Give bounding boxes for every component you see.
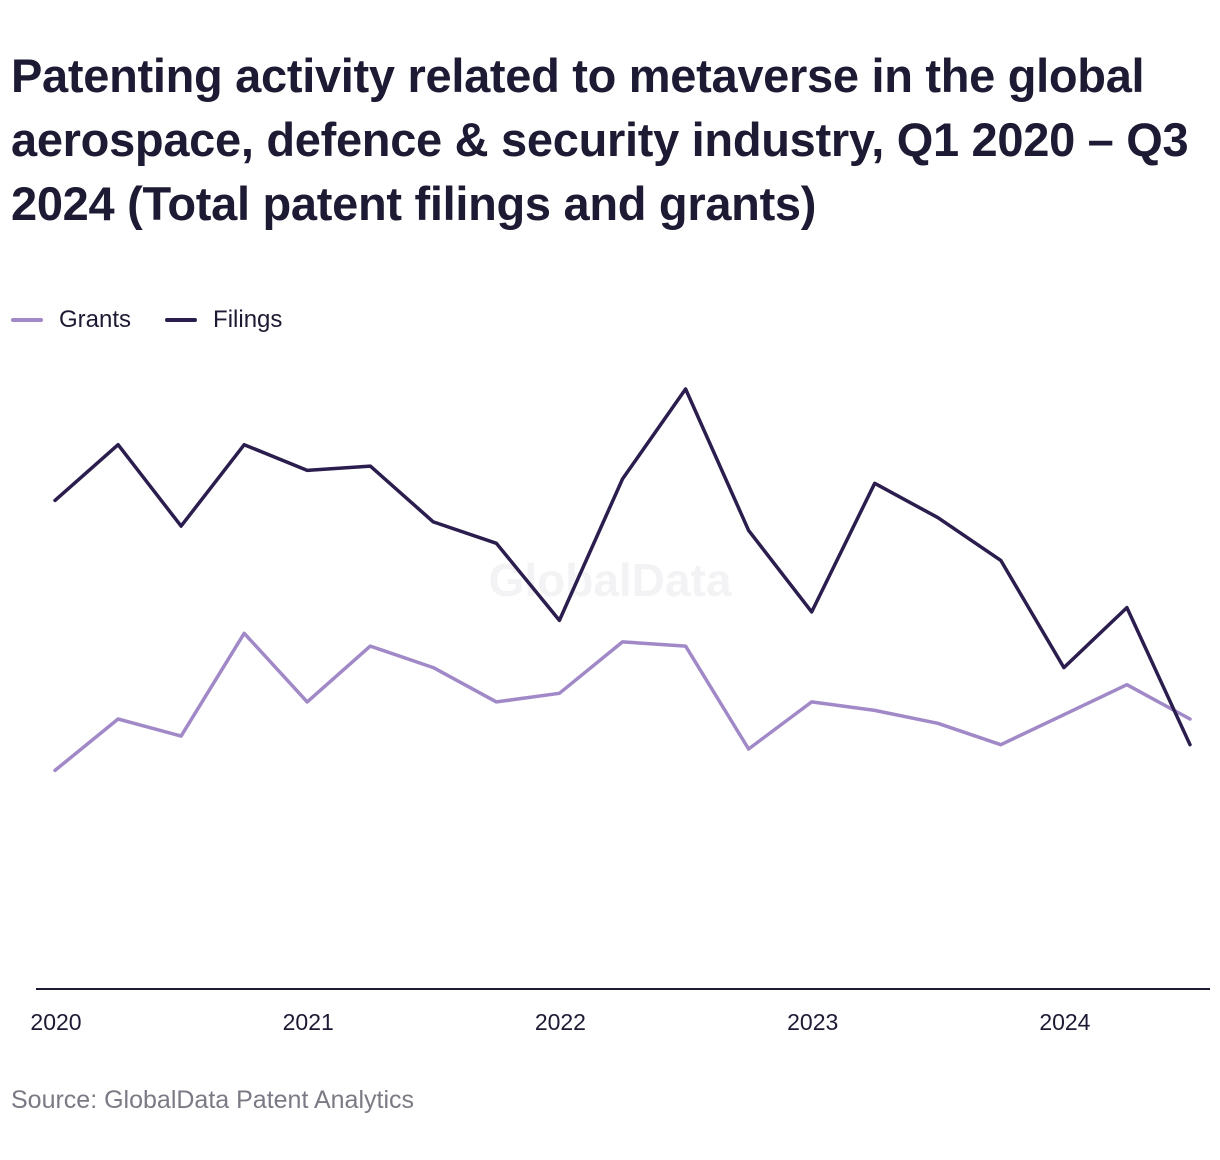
watermark-text: GlobalData — [489, 554, 732, 606]
legend-label-grants: Grants — [59, 306, 132, 333]
source-note: Source: GlobalData Patent Analytics — [11, 1086, 415, 1114]
chart-legend: Grants Filings — [11, 306, 316, 334]
legend-item-grants: Grants — [11, 306, 131, 334]
legend-label-filings: Filings — [213, 306, 283, 333]
series-layer — [53, 387, 1192, 773]
series-line-filings — [53, 387, 1192, 747]
x-tick-label-2021: 2021 — [283, 1009, 334, 1035]
x-tick-labels: 2020 2021 2022 2023 2024 — [30, 1009, 1090, 1035]
chart-title: Patenting activity related to metaverse … — [11, 49, 1189, 230]
x-tick-label-2023: 2023 — [787, 1009, 838, 1035]
legend-swatch-filings — [165, 318, 198, 322]
legend-item-filings: Filings — [165, 306, 282, 334]
legend-swatch-grants — [11, 318, 43, 322]
x-tick-label-2020: 2020 — [30, 1009, 81, 1035]
series-line-grants — [53, 631, 1192, 773]
x-tick-label-2022: 2022 — [535, 1009, 586, 1035]
x-tick-label-2024: 2024 — [1039, 1009, 1090, 1035]
